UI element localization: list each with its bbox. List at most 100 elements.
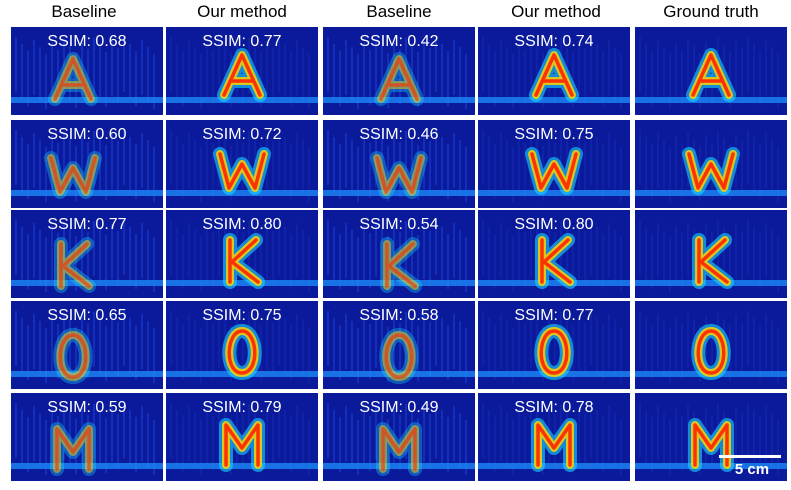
- image-panel: [635, 393, 787, 481]
- texture-streak: [566, 228, 568, 283]
- texture-streak: [123, 37, 125, 92]
- texture-streak: [333, 410, 335, 465]
- texture-streak: [399, 415, 401, 470]
- texture-streak: [675, 409, 677, 464]
- texture-streak: [327, 311, 329, 366]
- texture-streak: [411, 228, 413, 283]
- texture-streak: [651, 325, 653, 380]
- texture-streak: [753, 410, 755, 465]
- letter-glyph: [59, 242, 91, 288]
- texture-streak: [182, 51, 184, 106]
- texture-streak: [308, 420, 310, 475]
- heatmap-image: [323, 130, 475, 202]
- ssim-label: SSIM: 0.74: [514, 33, 594, 50]
- texture-streak: [741, 48, 743, 103]
- texture-streak: [602, 144, 604, 199]
- texture-streak: [290, 325, 292, 380]
- image-panel: [635, 210, 787, 298]
- texture-streak: [429, 414, 431, 469]
- texture-streak: [500, 406, 502, 461]
- texture-streak: [278, 220, 280, 275]
- texture-streak: [147, 413, 149, 468]
- texture-streak: [429, 48, 431, 103]
- ssim-label: SSIM: 0.42: [359, 33, 439, 50]
- texture-streak: [530, 39, 532, 94]
- ground-reflection-band: [11, 97, 163, 103]
- ssim-label: SSIM: 0.79: [202, 399, 282, 416]
- texture-streak: [345, 223, 347, 278]
- heatmap-image: [11, 130, 163, 202]
- texture-streak: [500, 40, 502, 95]
- texture-streak: [747, 130, 749, 185]
- texture-streak: [135, 325, 137, 380]
- texture-streak: [711, 323, 713, 378]
- scale-bar-label: 5 cm: [734, 461, 770, 478]
- texture-streak: [290, 51, 292, 106]
- texture-streak: [771, 140, 773, 195]
- texture-streak: [308, 54, 310, 109]
- texture-streak: [339, 144, 341, 199]
- texture-streak: [369, 233, 371, 288]
- heatmap-image: [166, 403, 318, 475]
- texture-streak: [669, 420, 671, 475]
- heatmap-image: [323, 311, 475, 384]
- texture-streak: [45, 328, 47, 383]
- texture-streak: [482, 403, 484, 458]
- texture-streak: [302, 230, 304, 285]
- texture-streak: [153, 237, 155, 292]
- texture-streak: [75, 327, 77, 382]
- texture-streak: [512, 420, 514, 475]
- texture-streak: [735, 41, 737, 96]
- texture-streak: [639, 311, 641, 366]
- texture-streak: [399, 49, 401, 104]
- ssim-label: SSIM: 0.77: [514, 307, 594, 324]
- texture-streak: [441, 44, 443, 99]
- heatmap-image: [635, 311, 787, 383]
- texture-streak: [141, 133, 143, 188]
- texture-streak: [302, 47, 304, 102]
- texture-streak: [512, 237, 514, 292]
- texture-streak: [506, 47, 508, 102]
- texture-streak: [105, 235, 107, 290]
- texture-streak: [170, 311, 172, 366]
- texture-streak: [530, 222, 532, 277]
- texture-streak: [99, 411, 101, 466]
- texture-streak: [129, 318, 131, 373]
- texture-streak: [620, 54, 622, 109]
- texture-streak: [170, 37, 172, 92]
- image-panel: SSIM: 0.77: [11, 210, 163, 298]
- texture-streak: [429, 231, 431, 286]
- texture-streak: [753, 44, 755, 99]
- texture-streak: [21, 44, 23, 99]
- column-header-our-method-2: Our method: [511, 2, 601, 21]
- column-header-our-method-1: Our method: [197, 2, 287, 21]
- texture-streak: [339, 325, 341, 380]
- texture-streak: [33, 40, 35, 95]
- ssim-label: SSIM: 0.75: [514, 126, 594, 143]
- image-panel: SSIM: 0.68: [11, 27, 163, 115]
- image-panel: SSIM: 0.77: [166, 27, 318, 115]
- texture-streak: [45, 147, 47, 202]
- texture-streak: [500, 223, 502, 278]
- letter-glyph: [534, 53, 574, 97]
- texture-streak: [729, 52, 731, 107]
- ssim-label: SSIM: 0.72: [202, 126, 282, 143]
- texture-streak: [272, 414, 274, 469]
- texture-streak: [590, 220, 592, 275]
- texture-streak: [435, 403, 437, 458]
- texture-streak: [284, 410, 286, 465]
- texture-streak: [669, 328, 671, 383]
- texture-streak: [182, 417, 184, 472]
- texture-streak: [200, 54, 202, 109]
- heatmap-image: [323, 403, 475, 476]
- ground-reflection-band: [166, 280, 318, 286]
- texture-streak: [429, 141, 431, 196]
- texture-streak: [308, 328, 310, 383]
- texture-streak: [27, 234, 29, 289]
- ssim-label: SSIM: 0.54: [359, 216, 439, 233]
- texture-streak: [218, 222, 220, 277]
- texture-streak: [117, 231, 119, 286]
- texture-streak: [123, 311, 125, 366]
- texture-streak: [194, 413, 196, 468]
- texture-streak: [735, 315, 737, 370]
